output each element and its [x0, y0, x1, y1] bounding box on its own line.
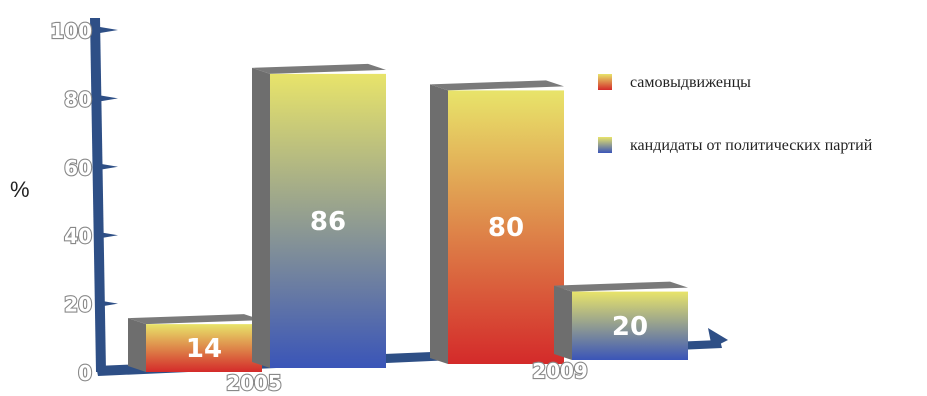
legend-label-self-nominated: самовыдвиженцы	[630, 74, 751, 91]
y-axis-title: %	[10, 177, 30, 202]
bar-value-label: 80	[488, 213, 524, 243]
bar-side	[554, 285, 572, 360]
y-tick-mark	[100, 95, 118, 102]
y-tick-label: 100	[50, 19, 92, 43]
bar-side	[128, 318, 146, 372]
bar-top	[430, 80, 564, 91]
y-tick-mark	[100, 232, 118, 239]
bar-2009-self-nominated	[448, 90, 564, 365]
bar-top	[554, 281, 688, 292]
y-tick-mark	[100, 300, 118, 307]
bar-2005-self-nominated	[146, 324, 262, 372]
bar-top	[128, 314, 262, 325]
y-tick-label: 20	[64, 293, 92, 317]
legend-swatch-party-candidates	[598, 137, 612, 153]
x-axis-arrow	[708, 328, 728, 348]
bar-2005-party	[270, 73, 386, 368]
x-tick-label: 2009	[532, 359, 588, 383]
legend-label-party-candidates: кандидаты от политических партий	[630, 137, 873, 154]
x-ticks: 2005 2009	[225, 358, 589, 396]
y-tick-mark	[100, 369, 118, 375]
legend-swatch-self-nominated	[598, 74, 612, 90]
bar-side	[252, 67, 270, 368]
y-tick-label: 60	[64, 156, 92, 180]
y-tick-mark	[100, 163, 118, 170]
bar-2009-party	[572, 291, 688, 360]
bar-side	[430, 84, 448, 365]
bar-top	[252, 63, 386, 74]
x-tick-label: 2005	[226, 371, 282, 395]
y-tick-label: 40	[64, 224, 92, 248]
y-tick-label: 0	[78, 361, 92, 385]
legend: самовыдвиженцы кандидаты от политических…	[598, 74, 873, 154]
bar-value-label: 14	[186, 334, 222, 364]
y-tick-mark	[100, 27, 118, 33]
y-tick-label: 80	[64, 87, 92, 111]
y-ticks: 0 20 40 60 80 100	[49, 18, 118, 386]
y-axis-line	[90, 18, 106, 372]
bar-value-label: 20	[612, 312, 648, 342]
bars: 14 86 80 20	[128, 63, 688, 372]
bar-value-label: 86	[310, 207, 346, 237]
